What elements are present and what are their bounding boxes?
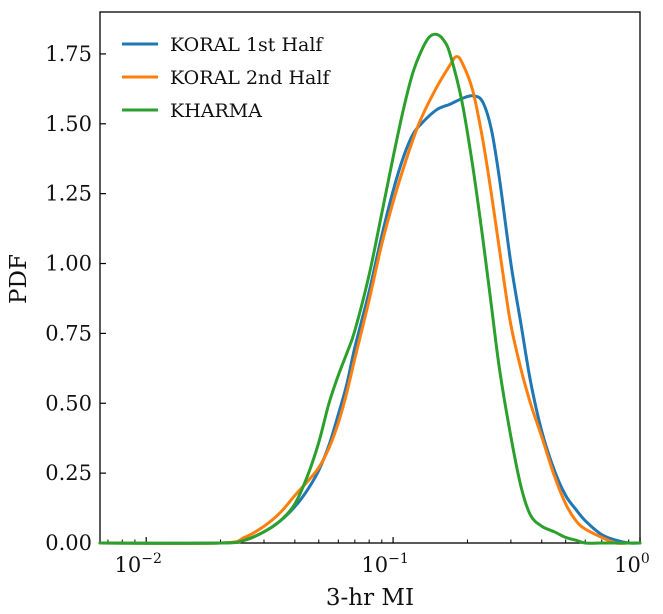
y-tick-label-4: 1.00 <box>45 252 92 276</box>
y-tick-label-3: 0.75 <box>45 321 92 345</box>
y-axis-label: PDF <box>6 254 32 304</box>
axis-ticks: 0.00 0.25 0.50 0.75 1.00 1.25 1.50 1.75 10−2 10−1… <box>45 42 650 577</box>
y-tick-label-5: 1.25 <box>45 182 92 206</box>
x-tick-label-1: 10−1 <box>361 551 408 577</box>
series-line-2 <box>98 32 642 545</box>
y-tick-label-6: 1.50 <box>45 112 92 136</box>
legend-label-2: KHARMA <box>170 100 262 122</box>
legend-label-0: KORAL 1st Half <box>170 34 324 56</box>
y-tick-label-0: 0.00 <box>45 531 92 555</box>
legend-label-1: KORAL 2nd Half <box>170 67 331 89</box>
series-layer <box>98 32 642 545</box>
legend: KORAL 1st Half KORAL 2nd Half KHARMA <box>122 34 331 122</box>
x-tick-label-2: 100 <box>614 551 650 577</box>
plot-frame <box>99 11 641 544</box>
x-tick-label-0: 10−2 <box>115 551 162 577</box>
y-tick-label-7: 1.75 <box>45 42 92 66</box>
y-tick-label-2: 0.50 <box>45 391 92 415</box>
series-line-0 <box>98 94 642 545</box>
y-tick-label-1: 0.25 <box>45 461 92 485</box>
x-axis-label: 3-hr MI <box>326 585 414 611</box>
series-line-1 <box>98 55 642 545</box>
